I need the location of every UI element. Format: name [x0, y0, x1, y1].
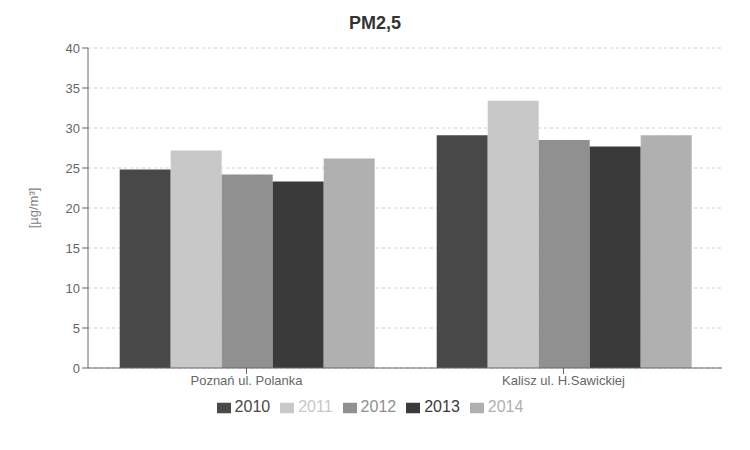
svg-text:30: 30: [66, 121, 80, 136]
svg-text:Kalisz ul. H.Sawickiej: Kalisz ul. H.Sawickiej: [502, 373, 625, 388]
svg-text:25: 25: [66, 161, 80, 176]
svg-text:0: 0: [73, 361, 80, 376]
svg-text:10: 10: [66, 281, 80, 296]
svg-text:Poznań ul. Polanka: Poznań ul. Polanka: [190, 373, 303, 388]
svg-text:15: 15: [66, 241, 80, 256]
svg-text:20: 20: [66, 201, 80, 216]
html-text:2012: 2012: [360, 398, 397, 415]
svg-text:[µg/m³]: [µg/m³]: [26, 188, 41, 229]
svg-text:35: 35: [66, 81, 80, 96]
svg-text:40: 40: [66, 41, 80, 56]
html-text:2010: 2010: [234, 398, 271, 415]
svg-text:5: 5: [73, 321, 80, 336]
html-text:PM2,5: PM2,5: [349, 13, 401, 33]
html-text:2014: 2014: [487, 398, 524, 415]
html-text:2013: 2013: [424, 398, 460, 415]
html-text:2011: 2011: [298, 398, 333, 415]
